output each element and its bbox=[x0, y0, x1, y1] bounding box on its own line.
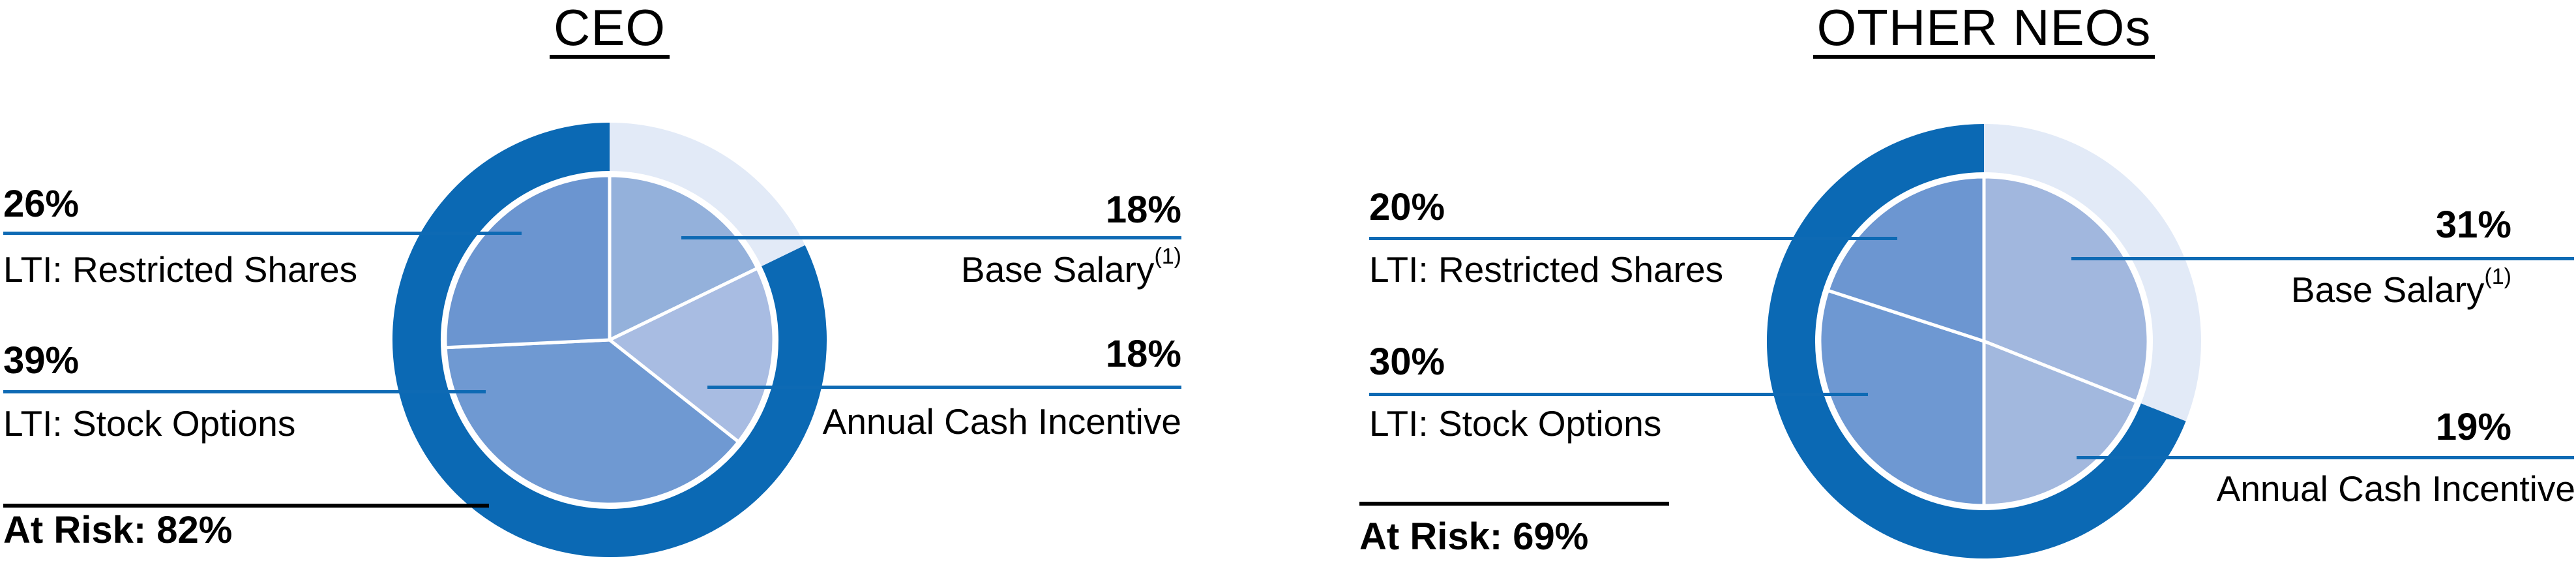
callout-value-annual-cash: 18% bbox=[1105, 333, 1181, 375]
leader-line-annual-cash bbox=[707, 386, 1181, 389]
donut-chart-ceo bbox=[392, 123, 827, 557]
callout-label-base-salary: Base Salary(1) bbox=[725, 245, 1181, 290]
donut-chart-other-neos bbox=[1767, 124, 2201, 558]
callout-value-restricted-shares-neo: 20% bbox=[1369, 186, 1445, 228]
chart-title-other-neos-text: OTHER NEOs bbox=[1813, 2, 2155, 59]
leader-line-stock-options-neo bbox=[1369, 393, 1868, 396]
leader-line-annual-cash-neo bbox=[2077, 456, 2574, 459]
pie-slice-base-salary bbox=[1982, 175, 2150, 404]
base-salary-text-neo: Base Salary bbox=[2290, 269, 2485, 310]
leader-line-restricted-shares bbox=[3, 232, 522, 235]
chart-title-other-neos: OTHER NEOs bbox=[1762, 2, 2206, 59]
callout-label-stock-options-neo: LTI: Stock Options bbox=[1369, 403, 1662, 444]
at-risk-line bbox=[3, 504, 489, 508]
callout-value-stock-options-neo: 30% bbox=[1369, 341, 1445, 383]
pie-slice-lti-restricted-shares bbox=[1826, 175, 1986, 343]
callout-value-base-salary: 18% bbox=[1105, 189, 1181, 231]
ring-at-risk-arc bbox=[1767, 124, 2186, 558]
base-salary-text: Base Salary bbox=[960, 249, 1155, 290]
pie-slice-lti-restricted-shares bbox=[443, 174, 612, 350]
callout-value-stock-options: 39% bbox=[3, 339, 80, 382]
leader-line-restricted-shares-neo bbox=[1369, 237, 1897, 240]
chart-title-ceo: CEO bbox=[388, 2, 831, 59]
at-risk-label: At Risk: 82% bbox=[3, 509, 233, 551]
pie-slice-annual-cash-incentive bbox=[1982, 339, 2139, 508]
pie-slice-lti-stock-options bbox=[443, 338, 741, 506]
chart-title-ceo-text: CEO bbox=[549, 2, 670, 59]
leader-line-stock-options bbox=[3, 390, 486, 393]
callout-label-restricted-shares-neo: LTI: Restricted Shares bbox=[1369, 249, 1724, 290]
leader-line-base-salary-neo bbox=[2071, 257, 2574, 260]
pie-slice-lti-stock-options bbox=[1818, 288, 1986, 508]
callout-label-annual-cash-neo: Annual Cash Incentive bbox=[2216, 468, 2575, 509]
callout-label-base-salary-neo: Base Salary(1) bbox=[2055, 266, 2511, 310]
pie-slice-base-salary bbox=[608, 174, 760, 342]
callout-value-annual-cash-neo: 19% bbox=[2435, 406, 2511, 448]
footnote-marker: (1) bbox=[1154, 244, 1181, 269]
leader-line-base-salary bbox=[681, 236, 1181, 239]
footnote-marker-neo: (1) bbox=[2484, 264, 2511, 289]
callout-label-annual-cash: Annual Cash Incentive bbox=[822, 401, 1181, 442]
ring-at-risk-arc bbox=[392, 123, 827, 557]
at-risk-label-neo: At Risk: 69% bbox=[1359, 515, 1589, 558]
callout-value-base-salary-neo: 31% bbox=[2435, 204, 2511, 246]
at-risk-line-neo bbox=[1359, 502, 1669, 506]
callout-label-stock-options: LTI: Stock Options bbox=[3, 403, 296, 444]
callout-label-restricted-shares: LTI: Restricted Shares bbox=[3, 249, 358, 290]
callout-value-restricted-shares: 26% bbox=[3, 183, 80, 225]
pie-slice-annual-cash-incentive bbox=[608, 266, 776, 444]
